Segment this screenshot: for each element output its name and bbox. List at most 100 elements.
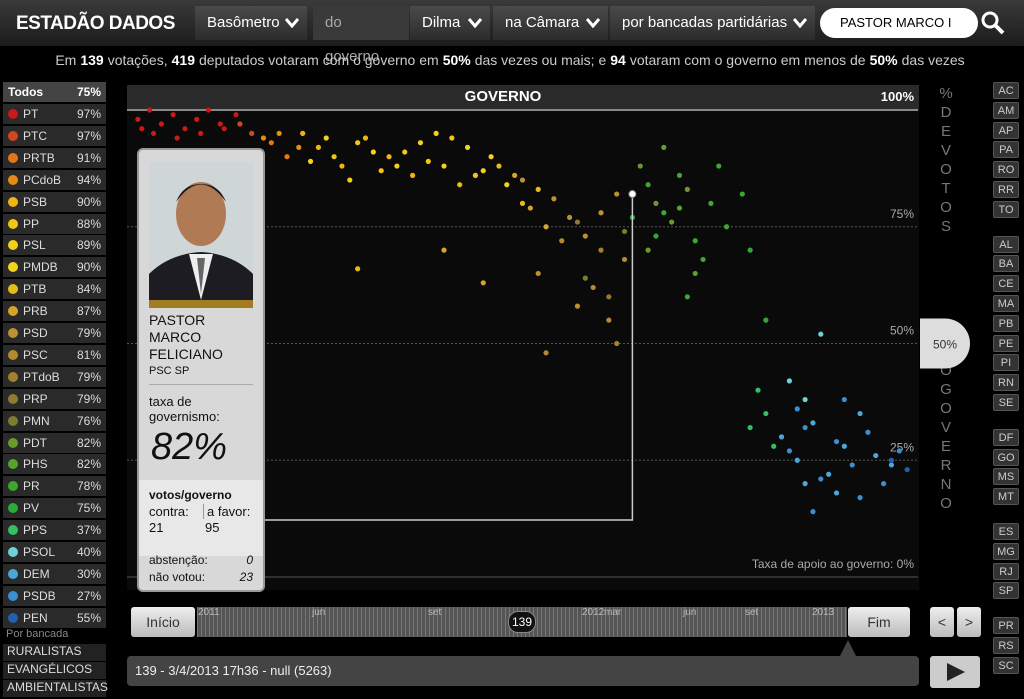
state-button[interactable]: CE bbox=[993, 275, 1019, 293]
timeline-knob[interactable]: 139 bbox=[508, 611, 536, 633]
logo[interactable]: ESTADÃO DADOS bbox=[16, 13, 175, 34]
deputy-dot bbox=[233, 112, 239, 118]
timeline-label: 2011 bbox=[198, 607, 220, 618]
party-row[interactable]: PSD 79% bbox=[3, 323, 106, 343]
summary-part: Em bbox=[55, 52, 77, 68]
menu[interactable]: Dilma bbox=[410, 6, 490, 40]
party-row[interactable]: PSOL 40% bbox=[3, 542, 106, 562]
rate: 82% bbox=[151, 426, 228, 468]
party-row[interactable]: Todos 75% bbox=[3, 82, 106, 102]
party-row[interactable]: PR 78% bbox=[3, 476, 106, 497]
state-button[interactable]: MT bbox=[993, 488, 1019, 506]
party-row[interactable]: PEN 55% bbox=[3, 607, 106, 628]
search-icon[interactable] bbox=[980, 10, 1006, 36]
state-button[interactable]: RO bbox=[993, 161, 1019, 179]
deputy-dot bbox=[441, 163, 447, 169]
party-pct: 90% bbox=[76, 194, 101, 209]
group-row[interactable]: EVANGÉLICOS bbox=[3, 662, 106, 679]
deputy-dot bbox=[174, 135, 180, 141]
state-button[interactable]: GO bbox=[993, 448, 1019, 466]
deputy-dot bbox=[621, 256, 628, 263]
menu[interactable]: Basômetro bbox=[195, 6, 307, 40]
end-button[interactable]: Fim bbox=[848, 607, 910, 637]
state-button[interactable]: AC bbox=[993, 82, 1019, 99]
party-row[interactable]: PRB 87% bbox=[3, 301, 106, 322]
group-row[interactable]: AMBIENTALISTAS bbox=[3, 680, 108, 697]
menu[interactable]: na Câmara bbox=[493, 6, 608, 40]
state-button[interactable]: MG bbox=[993, 542, 1019, 560]
deputy-dot bbox=[896, 448, 902, 454]
state-button[interactable]: TO bbox=[993, 200, 1019, 218]
party-name: PRB bbox=[23, 304, 48, 319]
state-button[interactable]: RR bbox=[993, 181, 1019, 198]
party-row[interactable]: DEM 30% bbox=[3, 563, 106, 584]
party-row[interactable]: PMDB 90% bbox=[3, 257, 106, 278]
party-pct: 94% bbox=[76, 172, 101, 187]
deputy-dot bbox=[410, 172, 416, 178]
party-row[interactable]: PDT 82% bbox=[3, 432, 106, 453]
state-button[interactable]: RN bbox=[993, 374, 1019, 392]
party-pct: 84% bbox=[76, 282, 101, 297]
prev-button[interactable]: < bbox=[930, 607, 954, 637]
party-pct: 79% bbox=[76, 369, 101, 384]
state-button[interactable]: PA bbox=[993, 141, 1019, 159]
state-button[interactable]: SE bbox=[993, 394, 1019, 411]
state-button[interactable]: BA bbox=[993, 255, 1019, 273]
next-button[interactable]: > bbox=[957, 607, 981, 637]
deputy-dot bbox=[551, 196, 557, 202]
state-button[interactable]: AL bbox=[993, 235, 1019, 253]
summary-part: votaram com o governo em menos de bbox=[629, 52, 866, 68]
state-button[interactable]: AM bbox=[993, 101, 1019, 119]
party-pct: 91% bbox=[76, 150, 101, 165]
party-row[interactable]: PRP 79% bbox=[3, 388, 106, 409]
group-row[interactable]: RURALISTAS bbox=[3, 644, 106, 661]
party-row[interactable]: PTB 84% bbox=[3, 279, 106, 300]
party-row[interactable]: PTdoB 79% bbox=[3, 366, 106, 387]
state-button[interactable]: AP bbox=[993, 121, 1019, 139]
search-box[interactable]: PASTOR MARCO I bbox=[820, 8, 978, 38]
party-row[interactable]: PPS 37% bbox=[3, 520, 106, 541]
party-name: PP bbox=[23, 216, 40, 231]
state-button[interactable]: PI bbox=[993, 354, 1019, 372]
party-row[interactable]: PHS 82% bbox=[3, 454, 106, 475]
party-row[interactable]: PTC 97% bbox=[3, 125, 106, 146]
party-color bbox=[8, 306, 18, 317]
menu[interactable]: por bancadas partidárias bbox=[610, 6, 815, 40]
party-row[interactable]: PCdoB 94% bbox=[3, 169, 106, 190]
summary-part: 50% bbox=[442, 52, 471, 68]
party-row[interactable]: PSL 89% bbox=[3, 235, 106, 256]
party-row[interactable]: PV 75% bbox=[3, 498, 106, 519]
deputy-dot bbox=[472, 172, 478, 178]
state-button[interactable]: SP bbox=[993, 582, 1019, 600]
state-button[interactable]: PR bbox=[993, 617, 1019, 635]
party-color bbox=[8, 109, 18, 119]
party-name: PMDB bbox=[23, 260, 58, 275]
party-color bbox=[8, 568, 18, 579]
deputy-dot bbox=[833, 490, 840, 496]
start-button[interactable]: Início bbox=[131, 607, 195, 637]
deputy-dot bbox=[645, 247, 651, 253]
state-button[interactable]: SC bbox=[993, 656, 1019, 674]
state-button[interactable]: MA bbox=[993, 295, 1019, 312]
state-button[interactable]: MS bbox=[993, 468, 1019, 486]
menu[interactable]: do governo bbox=[313, 6, 409, 65]
deputy-dot bbox=[849, 462, 855, 468]
party-row[interactable]: PT 97% bbox=[3, 104, 106, 124]
party-row[interactable]: PSB 90% bbox=[3, 191, 106, 212]
threshold-knob[interactable] bbox=[920, 318, 970, 369]
state-button[interactable]: PB bbox=[993, 314, 1019, 332]
party-row[interactable]: PMN 76% bbox=[3, 410, 106, 431]
state-button[interactable]: RS bbox=[993, 637, 1019, 654]
state-button[interactable]: RJ bbox=[993, 562, 1019, 580]
party-row[interactable]: PSDB 27% bbox=[3, 585, 106, 606]
play-button[interactable] bbox=[930, 656, 980, 688]
state-button[interactable]: DF bbox=[993, 428, 1019, 446]
party-row[interactable]: PRTB 91% bbox=[3, 147, 106, 168]
deputy-dot bbox=[464, 144, 471, 150]
party-color bbox=[8, 196, 18, 207]
state-button[interactable]: ES bbox=[993, 523, 1019, 540]
party-row[interactable]: PP 88% bbox=[3, 213, 106, 234]
party-row[interactable]: PSC 81% bbox=[3, 344, 106, 365]
state-button[interactable]: PE bbox=[993, 334, 1019, 352]
timeline-pointer bbox=[840, 640, 856, 656]
